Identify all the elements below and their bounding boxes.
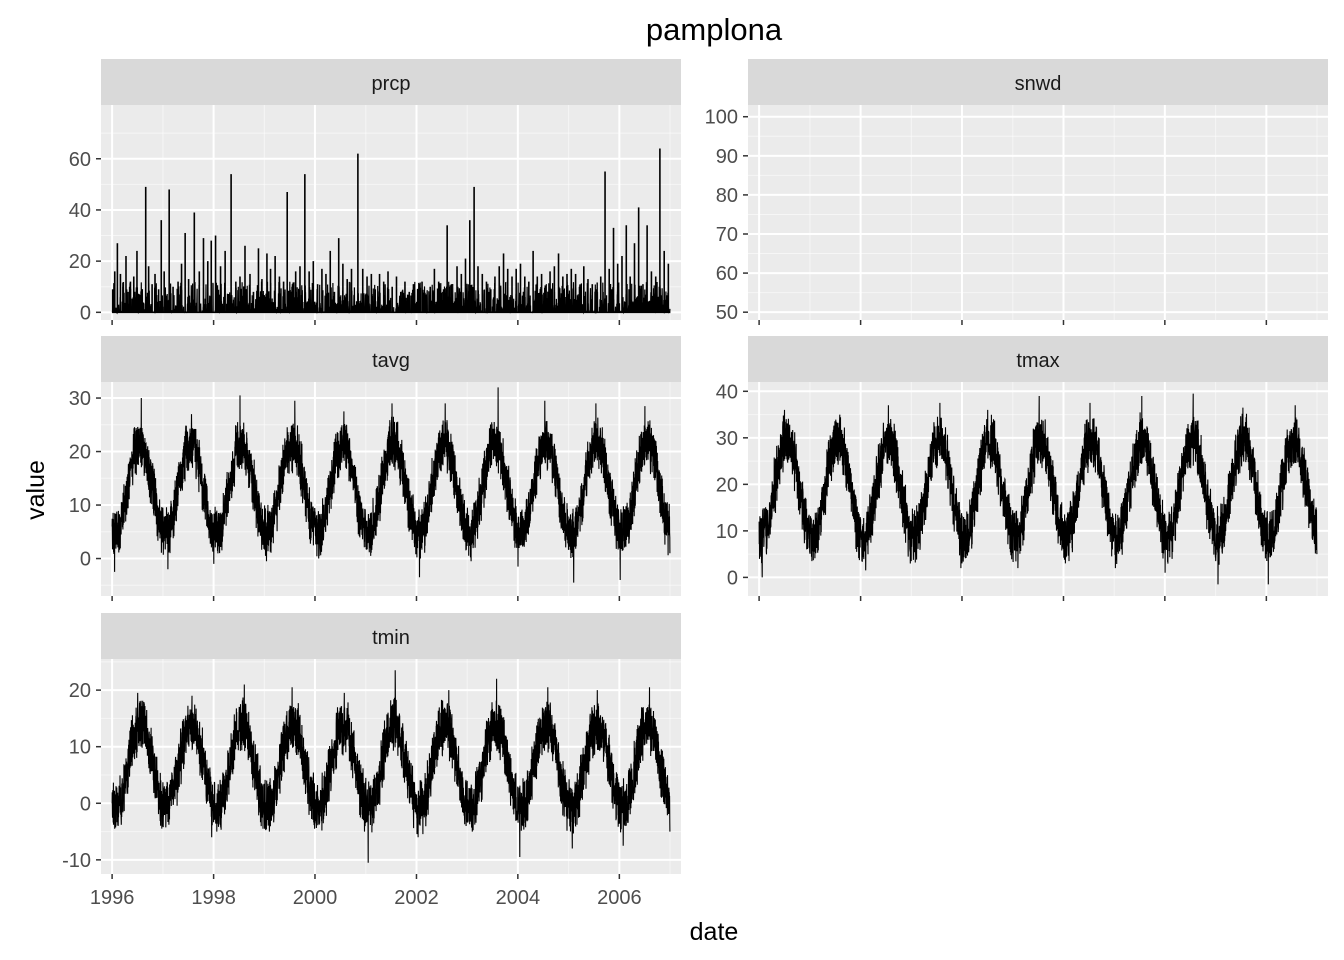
y-tick-label: 20 <box>69 251 91 273</box>
series-line-tavg <box>111 387 671 583</box>
strip-snwd <box>748 59 1328 105</box>
strip-label-tmax: tmax <box>1016 350 1059 372</box>
chart-title: pamplona <box>646 12 783 47</box>
y-tick-label: 40 <box>716 381 738 403</box>
facet-panel-snwd: snwd 50 60 70 80 90 100 <box>705 59 1328 325</box>
y-tick-label: 0 <box>80 549 91 571</box>
strip-label-snwd: snwd <box>1015 73 1062 95</box>
facet-panel-tmin: tmin -10 0 10 20 1996 1998 2000 2002 2004 2006 <box>62 613 681 909</box>
facet-panel-tavg: tavg 0 10 20 30 <box>69 336 681 601</box>
y-tick-label: 90 <box>716 146 738 168</box>
y-tick-label: 0 <box>80 793 91 815</box>
y-tick-label: 10 <box>69 495 91 517</box>
strip-tmax <box>748 336 1328 382</box>
x-tick-label: 2002 <box>394 887 439 909</box>
x-tick-label: 1996 <box>90 887 135 909</box>
y-tick-label: 80 <box>716 185 738 207</box>
y-tick-label: 10 <box>716 521 738 543</box>
y-tick-label: 0 <box>727 567 738 589</box>
y-tick-label: 60 <box>716 263 738 285</box>
y-tick-label: 60 <box>69 149 91 171</box>
strip-label-tavg: tavg <box>372 350 410 372</box>
strip-label-tmin: tmin <box>372 627 410 649</box>
y-tick-label: -10 <box>62 850 91 872</box>
y-tick-label: 40 <box>69 200 91 222</box>
facet-panels: prcp0204060snwd5060708090100tavg0102030t… <box>62 59 1328 909</box>
panel-background-tavg <box>101 382 681 596</box>
y-tick-label: 0 <box>80 302 91 324</box>
y-axis-title: value <box>22 460 50 520</box>
y-tick-label: 20 <box>69 442 91 464</box>
y-tick-label: 50 <box>716 302 738 324</box>
y-tick-label: 30 <box>716 428 738 450</box>
panel-background-tmin <box>101 659 681 874</box>
series-line-tmin <box>111 670 671 863</box>
strip-tavg <box>101 336 681 382</box>
x-axis-title: date <box>690 918 739 946</box>
facet-panel-tmax: tmax 0 10 20 30 40 <box>716 336 1328 601</box>
strip-label-prcp: prcp <box>372 73 411 95</box>
y-tick-label: 20 <box>69 680 91 702</box>
x-tick-label: 2000 <box>293 887 338 909</box>
y-tick-label: 70 <box>716 224 738 246</box>
panel-background-snwd <box>748 105 1328 320</box>
strip-prcp <box>101 59 681 105</box>
y-tick-label: 10 <box>69 737 91 759</box>
y-tick-label: 20 <box>716 474 738 496</box>
y-tick-label: 100 <box>705 107 738 129</box>
series-line-tmax <box>758 393 1318 585</box>
x-tick-label: 2004 <box>496 887 541 909</box>
strip-tmin <box>101 613 681 659</box>
y-tick-label: 30 <box>69 388 91 410</box>
facet-panel-prcp: prcp 0 20 40 60 <box>69 59 681 325</box>
x-tick-label: 1998 <box>191 887 236 909</box>
x-tick-label: 2006 <box>597 887 642 909</box>
